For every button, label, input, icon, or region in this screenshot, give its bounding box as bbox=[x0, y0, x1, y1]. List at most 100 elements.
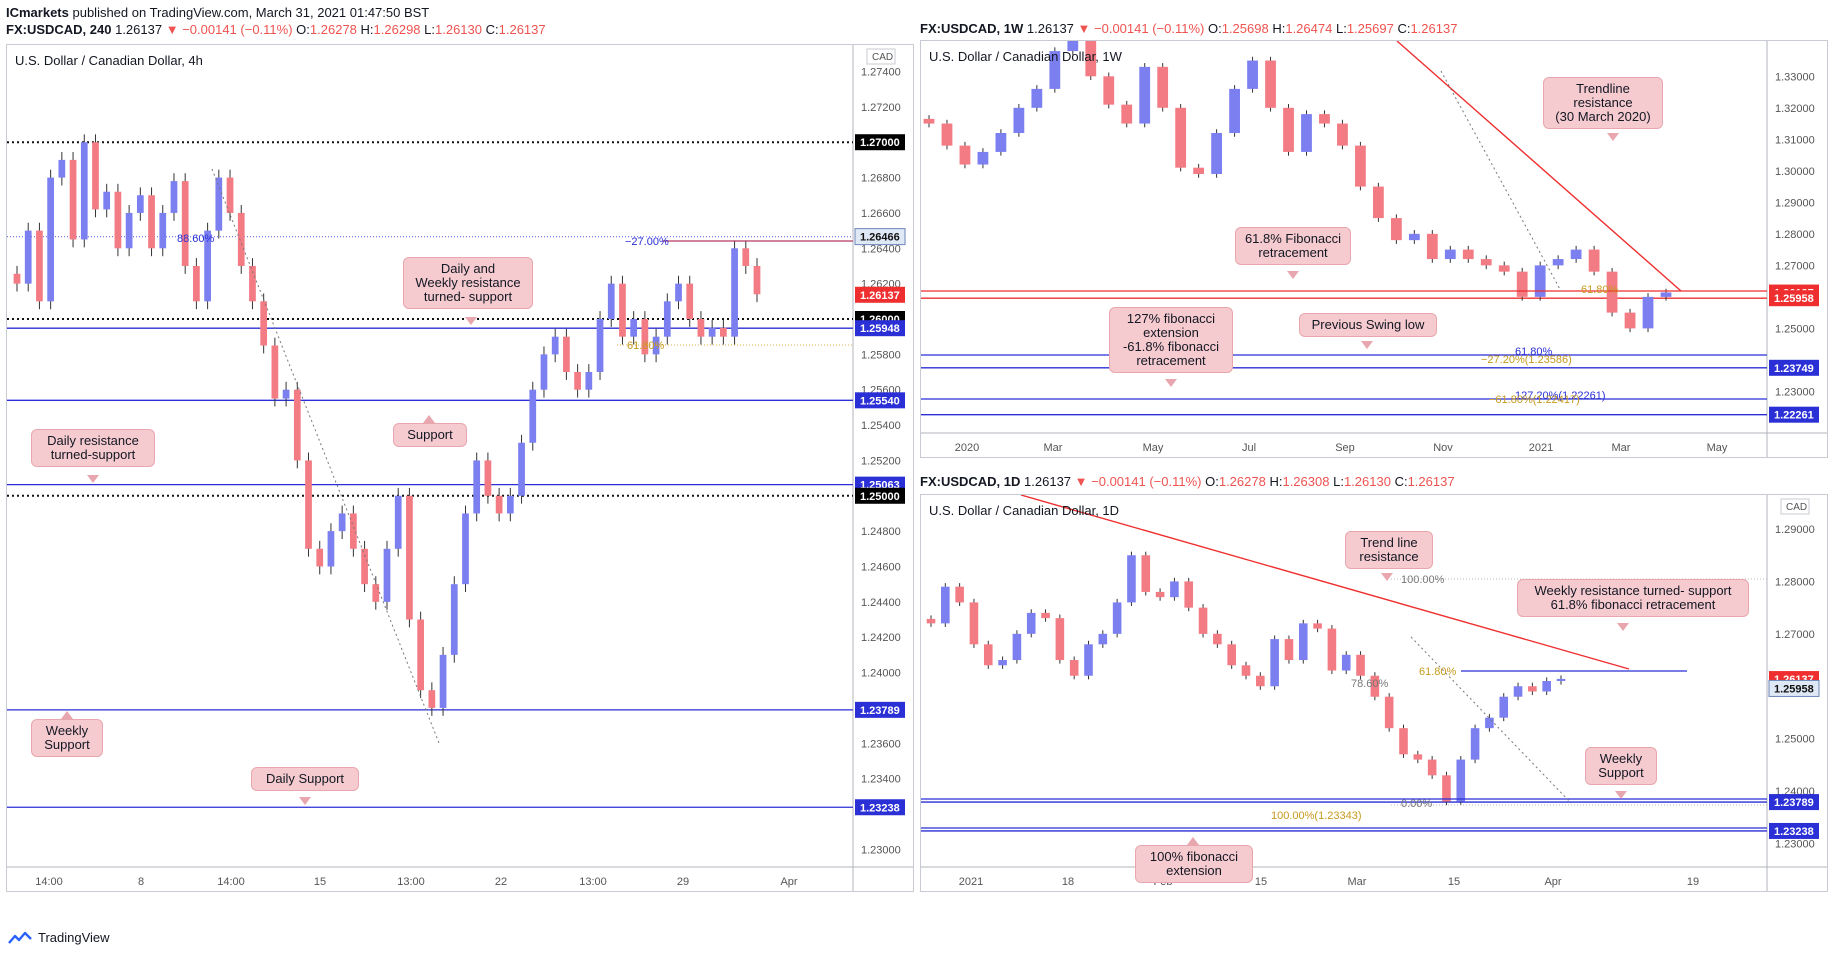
candle-up bbox=[1408, 233, 1420, 241]
candle-down bbox=[1426, 233, 1438, 260]
close-value: 1.26137 bbox=[498, 22, 546, 37]
price-label-box bbox=[855, 134, 905, 151]
high-1w: 1.26474 bbox=[1285, 21, 1333, 36]
candle-up bbox=[1031, 88, 1043, 108]
candle-down bbox=[1141, 555, 1151, 592]
note-weekly-support-1d[interactable]: Weekly Support bbox=[1585, 747, 1657, 785]
price-tick-label: 1.24000 bbox=[861, 668, 901, 680]
close-label-1w: C: bbox=[1397, 21, 1411, 36]
candle-down bbox=[753, 265, 761, 295]
publisher-name[interactable]: ICmarkets bbox=[6, 5, 69, 20]
note-previous-swing-low[interactable]: Previous Swing low bbox=[1299, 313, 1437, 337]
chart-panel-1w[interactable]: 1.33000 1.32000 1.31000 1.30000 1.29000 1.280… bbox=[920, 40, 1828, 458]
candle-up bbox=[327, 531, 335, 567]
price-tick-label: 1.24800 bbox=[861, 526, 901, 538]
candle-up bbox=[1552, 259, 1564, 266]
note-daily-weekly-support[interactable]: Daily and Weekly resistance turned- suppor… bbox=[403, 257, 533, 309]
candle-down bbox=[1213, 633, 1222, 645]
price-tick-label: 1.27400 bbox=[861, 67, 901, 79]
fib-label: 127.20%(1.22261) bbox=[1515, 390, 1606, 402]
price-label-text: 1.25948 bbox=[860, 323, 900, 335]
candle-up bbox=[1098, 633, 1108, 645]
fib-label: 61.80% bbox=[1581, 284, 1619, 296]
note-daily-weekly-support-pointer bbox=[465, 317, 477, 325]
candle-down bbox=[1372, 186, 1384, 219]
high-1d: 1.26308 bbox=[1282, 474, 1330, 489]
candle-up bbox=[1534, 265, 1546, 297]
note-weekly-resistance-618[interactable]: Weekly resistance turned- support 61.8% f… bbox=[1517, 579, 1749, 617]
note-daily-support[interactable]: Daily Support bbox=[251, 767, 359, 791]
fib-diagonal-1d bbox=[1410, 636, 1572, 804]
candle-down bbox=[1157, 66, 1169, 108]
time-tick-label: Apr bbox=[1544, 876, 1561, 888]
candle-up bbox=[1084, 644, 1093, 676]
candle-up bbox=[47, 177, 54, 302]
candle-up bbox=[1542, 681, 1551, 692]
symbol-label-1d: FX:USDCAD, 1D bbox=[920, 474, 1021, 489]
candle-up bbox=[439, 654, 447, 708]
fib-trend-line bbox=[211, 168, 440, 744]
currency-label: CAD bbox=[872, 52, 893, 63]
candle-down bbox=[1265, 60, 1276, 108]
price-label-text: 1.23789 bbox=[860, 705, 900, 717]
candle-down bbox=[619, 283, 626, 337]
candle-up bbox=[596, 319, 604, 373]
price-tick-label: 1.25000 bbox=[1775, 734, 1815, 746]
price-tick-label: 1.25800 bbox=[861, 349, 901, 361]
note-weekly-resistance-618-pointer bbox=[1617, 623, 1629, 631]
last-price-1w: 1.26137 bbox=[1026, 21, 1074, 36]
candle-down bbox=[1370, 675, 1380, 697]
candle-up bbox=[998, 660, 1007, 666]
note-support[interactable]: Support bbox=[393, 423, 467, 447]
candle-down bbox=[1055, 618, 1065, 661]
candle-down bbox=[1356, 654, 1365, 676]
time-tick-label: 15 bbox=[314, 876, 326, 888]
chart-svg-4h[interactable]: 1.274001.272001.268001.266001.264001.262… bbox=[7, 45, 914, 892]
candle-down bbox=[1313, 623, 1322, 629]
symbol-line-4h: FX:USDCAD, 240 1.26137 ▼ −0.00141 (−0.11… bbox=[6, 21, 546, 38]
low-label-1d: L: bbox=[1333, 474, 1344, 489]
price-label-text: 1.23789 bbox=[1774, 797, 1814, 809]
candle-up bbox=[607, 283, 615, 319]
candle-up bbox=[24, 230, 32, 284]
note-daily-resistance-support-pointer bbox=[87, 475, 99, 483]
chart-svg-1w[interactable]: 1.33000 1.32000 1.31000 1.30000 1.29000 1.280… bbox=[921, 41, 1828, 458]
note-daily-resistance-support[interactable]: Daily resistance turned-support bbox=[31, 429, 155, 467]
fib-label: 0.00% bbox=[1401, 798, 1432, 810]
chart-panel-1d[interactable]: 1.29000 1.28000 1.27000 1.25000 1.24000 1.230… bbox=[920, 494, 1828, 892]
time-tick-label: May bbox=[1707, 442, 1728, 454]
candle-up bbox=[1470, 728, 1480, 760]
time-tick-label: 13:00 bbox=[397, 876, 425, 888]
price-label-text: 1.25540 bbox=[860, 395, 900, 407]
candle-up bbox=[1513, 686, 1523, 697]
fib-diagonal bbox=[1440, 70, 1562, 292]
candle-up bbox=[1660, 292, 1672, 297]
candle-up bbox=[282, 389, 290, 399]
candle-down bbox=[260, 301, 268, 346]
note-trendline-resistance[interactable]: Trendline resistance (30 March 2020) bbox=[1543, 77, 1663, 129]
candle-up bbox=[473, 460, 481, 514]
chart-panel-4h[interactable]: 1.27400 1.27200 1.26800 1.26600 1.26400 1.262… bbox=[6, 44, 914, 892]
fib-label: −61.80%(1.22417) bbox=[1489, 394, 1580, 406]
price-tick-label: 1.24200 bbox=[861, 632, 901, 644]
candle-up bbox=[136, 195, 144, 213]
candle-up bbox=[708, 327, 716, 337]
note-fib-retracement-1w[interactable]: 61.8% Fibonacci retracement bbox=[1235, 227, 1351, 265]
note-fib-extension-1d[interactable]: 100% fibonacci extension bbox=[1135, 845, 1253, 883]
candle-up bbox=[1270, 639, 1279, 687]
note-fib-extension-1w[interactable]: 127% fibonacci extension -61.8% fibonacci r… bbox=[1109, 307, 1233, 373]
candle-down bbox=[1528, 686, 1537, 692]
symbol-line-1w: FX:USDCAD, 1W 1.26137 ▼ −0.00141 (−0.11%… bbox=[920, 21, 1457, 36]
last-price: 1.26137 bbox=[115, 22, 163, 37]
price-tick-label: 1.28000 bbox=[1775, 229, 1815, 241]
fib-label: 100.00%(1.23343) bbox=[1271, 810, 1362, 822]
candle-up bbox=[652, 336, 660, 355]
candle-down bbox=[969, 602, 979, 645]
note-trend-line-resistance[interactable]: Trend line resistance bbox=[1345, 531, 1433, 569]
tradingview-footer[interactable]: TradingView bbox=[8, 930, 110, 945]
candle-down bbox=[114, 191, 122, 249]
time-tick-label: Nov bbox=[1433, 442, 1453, 454]
chart-svg-1d[interactable]: 1.290001.280001.270001.250001.240001.230… bbox=[921, 495, 1828, 892]
note-weekly-support-4h[interactable]: Weekly Support bbox=[31, 719, 103, 757]
note-weekly-support-1d-pointer bbox=[1615, 791, 1627, 799]
